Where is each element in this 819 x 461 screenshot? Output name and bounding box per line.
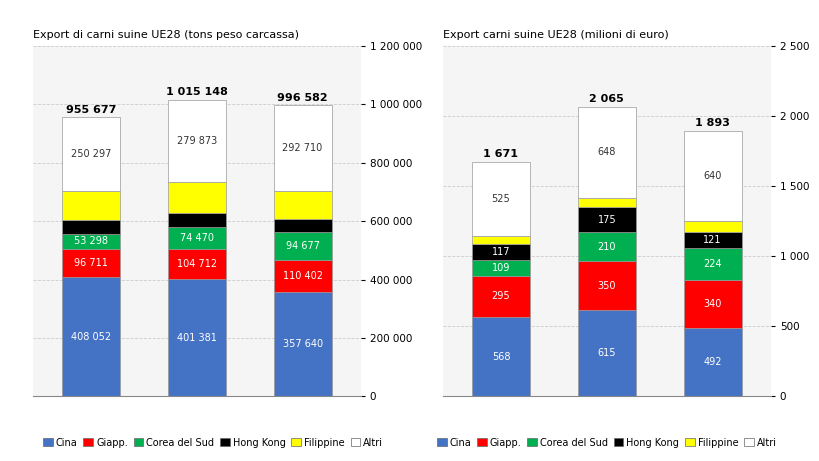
Bar <box>471 162 529 236</box>
Bar <box>683 327 741 396</box>
Text: 350: 350 <box>597 281 615 291</box>
Text: 117: 117 <box>491 247 509 257</box>
Text: 121: 121 <box>703 235 721 245</box>
Bar <box>683 248 741 280</box>
Bar <box>683 280 741 327</box>
Bar <box>61 220 120 234</box>
Bar <box>471 317 529 396</box>
Text: 568: 568 <box>491 352 509 362</box>
Text: 648: 648 <box>597 148 615 158</box>
Text: 250 297: 250 297 <box>70 149 111 159</box>
Bar <box>274 260 332 292</box>
Text: 104 712: 104 712 <box>177 259 216 269</box>
Text: 615: 615 <box>597 349 615 358</box>
Text: 1 671: 1 671 <box>483 149 518 160</box>
Text: 175: 175 <box>597 214 615 225</box>
Bar <box>683 221 741 231</box>
Legend: Cina, Giapp., Corea del Sud, Hong Kong, Filippine, Altri: Cina, Giapp., Corea del Sud, Hong Kong, … <box>39 434 387 451</box>
Text: 955 677: 955 677 <box>66 105 116 115</box>
Text: 279 873: 279 873 <box>176 136 217 146</box>
Text: 401 381: 401 381 <box>177 333 216 343</box>
Bar <box>168 182 225 213</box>
Bar <box>577 198 635 207</box>
Text: 996 582: 996 582 <box>277 93 328 103</box>
Legend: Cina, Giapp., Corea del Sud, Hong Kong, Filippine, Altri: Cina, Giapp., Corea del Sud, Hong Kong, … <box>432 434 780 451</box>
Bar <box>61 234 120 249</box>
Text: 640: 640 <box>703 171 721 181</box>
Bar <box>577 261 635 310</box>
Text: 109: 109 <box>491 263 509 273</box>
Text: 96 711: 96 711 <box>74 258 108 268</box>
Bar <box>683 231 741 248</box>
Bar <box>168 248 225 279</box>
Bar <box>61 118 120 190</box>
Bar <box>471 276 529 317</box>
Text: 74 470: 74 470 <box>179 233 214 243</box>
Bar <box>168 213 225 227</box>
Bar <box>577 310 635 396</box>
Text: 525: 525 <box>491 194 509 204</box>
Text: 357 640: 357 640 <box>283 339 322 349</box>
Text: 2 065: 2 065 <box>589 94 623 104</box>
Text: Export carni suine UE28 (milioni di euro): Export carni suine UE28 (milioni di euro… <box>442 30 667 40</box>
Text: 224: 224 <box>703 259 721 269</box>
Text: 1 015 148: 1 015 148 <box>165 87 228 97</box>
Text: 110 402: 110 402 <box>283 271 322 281</box>
Bar <box>471 236 529 244</box>
Text: 492: 492 <box>703 357 721 367</box>
Bar <box>471 260 529 276</box>
Bar <box>577 107 635 198</box>
Text: 340: 340 <box>703 299 721 309</box>
Text: 408 052: 408 052 <box>71 332 111 342</box>
Bar <box>61 249 120 278</box>
Bar <box>274 232 332 260</box>
Bar <box>577 207 635 232</box>
Bar <box>168 279 225 396</box>
Text: 210: 210 <box>597 242 615 252</box>
Bar <box>168 100 225 182</box>
Text: 295: 295 <box>491 291 509 301</box>
Bar <box>61 278 120 396</box>
Text: 53 298: 53 298 <box>74 236 108 246</box>
Text: 292 710: 292 710 <box>282 143 323 153</box>
Text: 94 677: 94 677 <box>285 241 319 251</box>
Bar <box>61 190 120 220</box>
Bar <box>577 232 635 261</box>
Bar <box>274 191 332 219</box>
Bar <box>274 106 332 191</box>
Bar <box>274 292 332 396</box>
Bar <box>274 219 332 232</box>
Bar <box>168 227 225 248</box>
Text: Export di carni suine UE28 (tons peso carcassa): Export di carni suine UE28 (tons peso ca… <box>33 30 298 40</box>
Bar <box>683 131 741 221</box>
Bar <box>471 244 529 260</box>
Text: 1 893: 1 893 <box>695 118 729 128</box>
